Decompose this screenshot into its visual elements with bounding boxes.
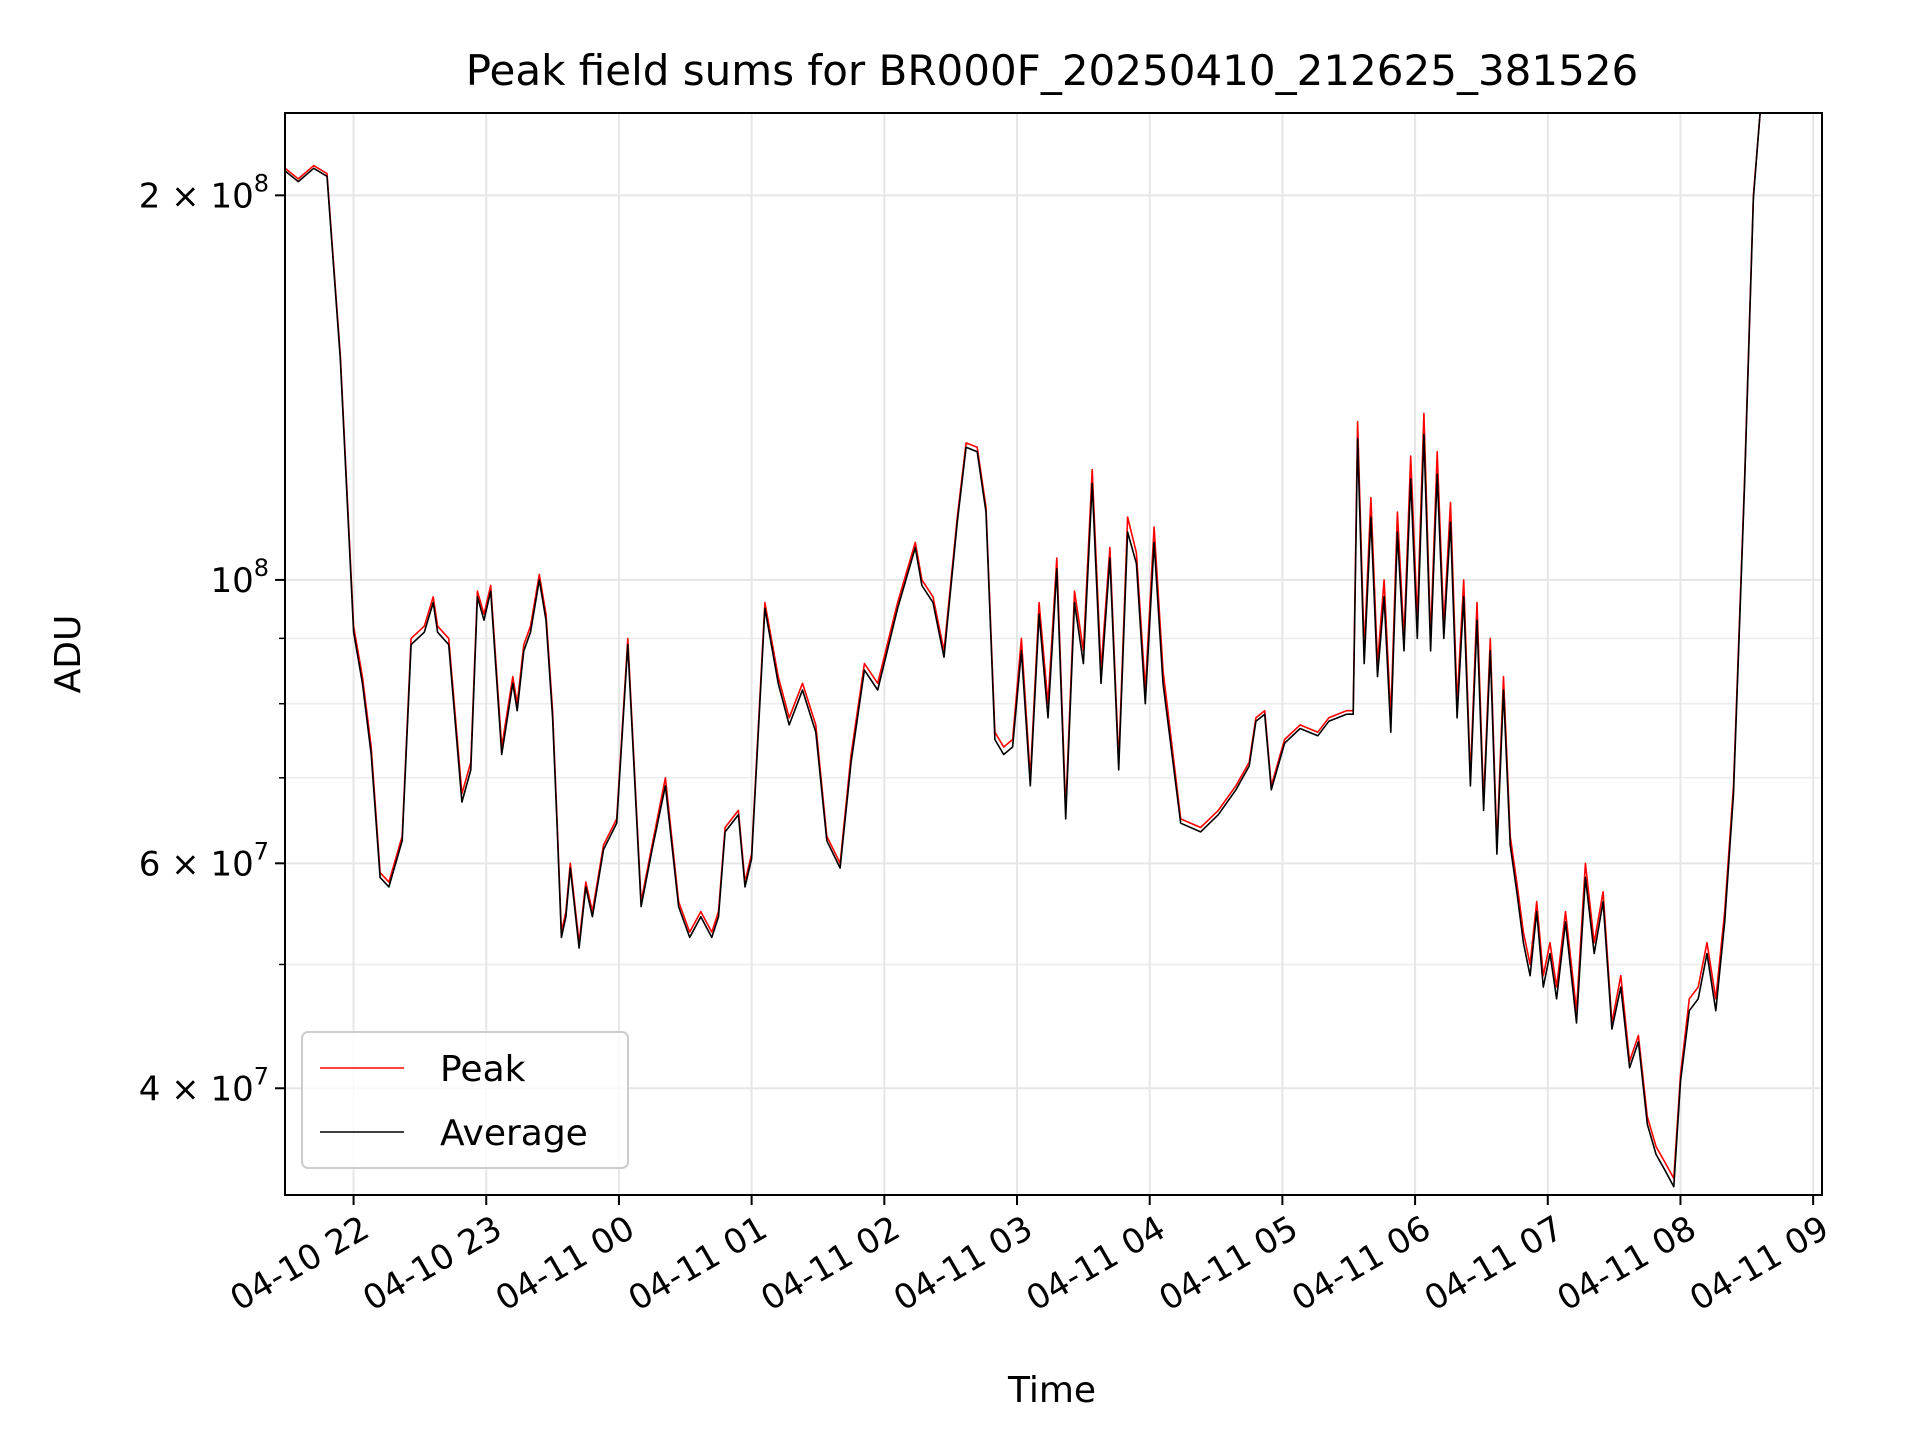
legend-label-peak: Peak — [440, 1049, 526, 1090]
y-tick-base: 2 × 10 — [139, 176, 254, 216]
y-axis-label: ADU — [48, 615, 89, 694]
y-tick-label: 6 × 107 — [139, 837, 269, 884]
legend: Peak Average — [301, 1031, 629, 1169]
plot-lines — [284, 112, 1761, 1188]
y-tick-base: 4 × 10 — [139, 1069, 254, 1109]
y-tick-base: 10 — [210, 561, 253, 601]
y-tick-exponent: 8 — [254, 554, 269, 582]
legend-box — [301, 1031, 629, 1169]
legend-label-average: Average — [440, 1113, 588, 1154]
y-tick-label: 2 × 108 — [139, 169, 269, 216]
plot-frame — [284, 112, 1823, 1196]
chart-title: Peak field sums for BR000F_20250410_2126… — [466, 46, 1639, 95]
series-line-average — [284, 112, 1761, 1188]
y-tick-exponent: 8 — [254, 169, 269, 197]
y-tick-label: 108 — [210, 554, 269, 601]
y-tick-exponent: 7 — [254, 837, 269, 865]
y-tick-label: 4 × 107 — [139, 1062, 269, 1109]
y-tick-exponent: 7 — [254, 1062, 269, 1090]
x-axis-label: Time — [1007, 1370, 1096, 1411]
y-tick-base: 6 × 10 — [139, 844, 254, 884]
